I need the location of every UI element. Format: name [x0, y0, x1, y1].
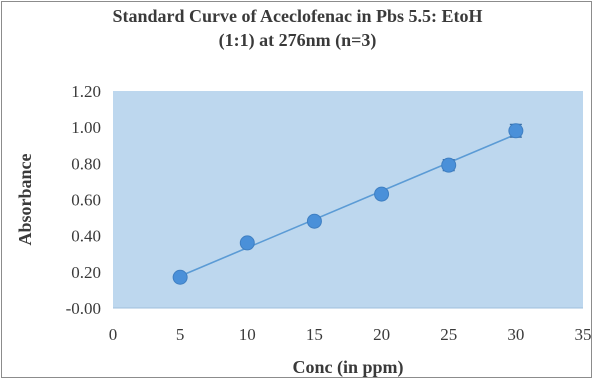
- data-points: [172, 123, 524, 285]
- data-point: [374, 186, 390, 202]
- x-axis-ticks: 0 5 10 15 20 25 30 35: [109, 325, 592, 344]
- y-tick-label: 0.60: [71, 191, 101, 210]
- x-tick-label: 0: [109, 325, 118, 344]
- linear-trendline: [179, 133, 517, 277]
- data-point: [172, 269, 188, 285]
- x-tick-label: 25: [440, 325, 457, 344]
- x-axis-label: Conc (in ppm): [292, 357, 403, 378]
- data-point: [508, 123, 524, 139]
- data-point: [441, 157, 457, 173]
- y-tick-label: 0.20: [71, 263, 101, 282]
- x-tick-label: 35: [575, 325, 592, 344]
- y-tick-label: 0.80: [71, 154, 101, 173]
- chart-title-line-1: Standard Curve of Aceclofenac in Pbs 5.5…: [112, 6, 483, 26]
- x-tick-label: 5: [176, 325, 185, 344]
- x-tick-label: 10: [239, 325, 256, 344]
- x-tick-label: 20: [373, 325, 390, 344]
- y-axis-ticks: -0.00 0.20 0.40 0.60 0.80 1.00 1.20: [66, 82, 101, 318]
- y-tick-label: 1.20: [71, 82, 101, 101]
- x-tick-label: 30: [507, 325, 524, 344]
- y-tick-label: 0.40: [71, 227, 101, 246]
- data-point: [306, 213, 322, 229]
- y-axis-label: Absorbance: [15, 153, 35, 245]
- data-point: [239, 235, 255, 251]
- trendline-group: [179, 133, 517, 277]
- y-tick-label: 1.00: [71, 118, 101, 137]
- x-tick-label: 15: [306, 325, 323, 344]
- y-tick-label: -0.00: [66, 299, 101, 318]
- chart-title-line-2: (1:1) at 276nm (n=3): [218, 30, 377, 50]
- chart-title: Standard Curve of Aceclofenac in Pbs 5.5…: [0, 4, 595, 52]
